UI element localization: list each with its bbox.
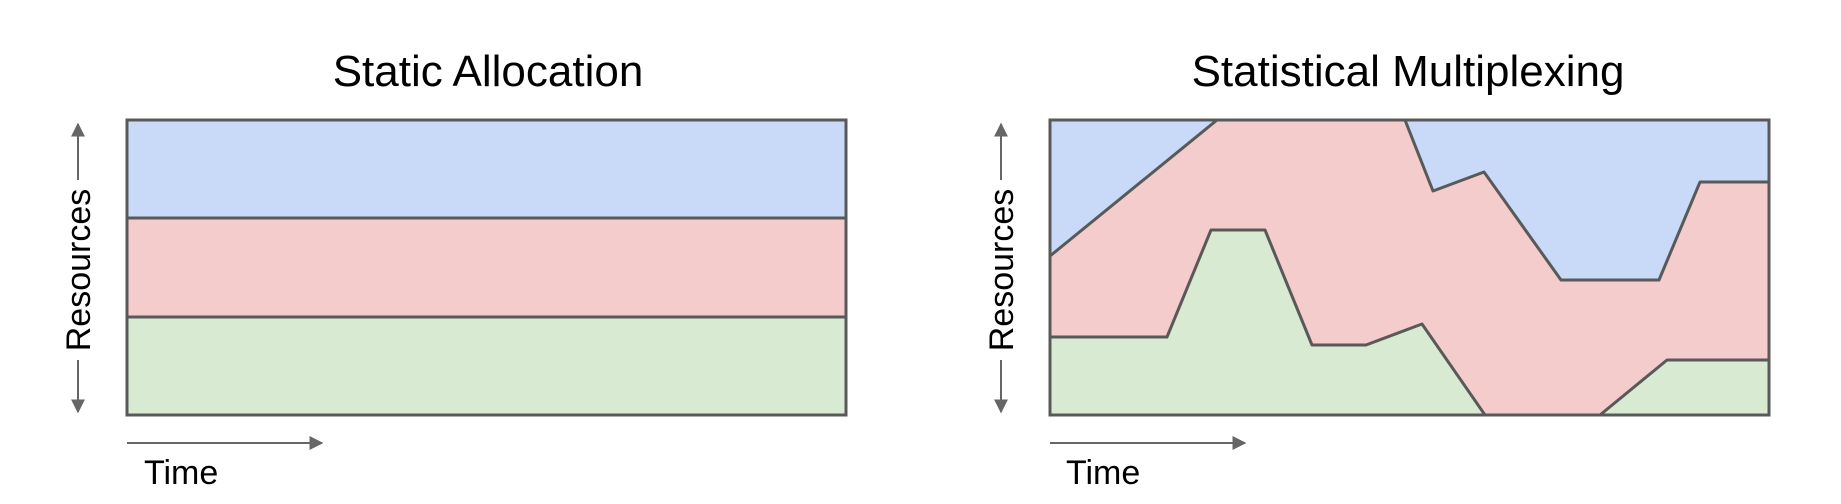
statistical-multiplexing-title: Statistical Multiplexing — [1192, 47, 1625, 96]
statistical-multiplexing-panel: Statistical Multiplexing Resources Time — [983, 47, 1771, 492]
green-region — [1050, 230, 1485, 415]
static-allocation-panel: Static Allocation Resources Time — [60, 47, 848, 492]
red-green-boundary-right — [1599, 358, 1769, 417]
red-band — [125, 216, 848, 319]
multiplexing-frame — [1048, 118, 1771, 417]
resources-label-bg — [60, 180, 96, 360]
green-region-right — [1600, 360, 1769, 415]
static-allocation-title: Static Allocation — [333, 47, 644, 96]
red-green-boundary — [1050, 228, 1487, 416]
resources-label: Resources — [60, 189, 98, 352]
green-band — [125, 315, 848, 417]
resources-label-right: Resources — [983, 189, 1021, 352]
resources-label-right-bg — [983, 180, 1019, 360]
time-label: Time — [144, 454, 218, 492]
time-label-right: Time — [1066, 454, 1140, 492]
blue-band — [125, 118, 848, 220]
